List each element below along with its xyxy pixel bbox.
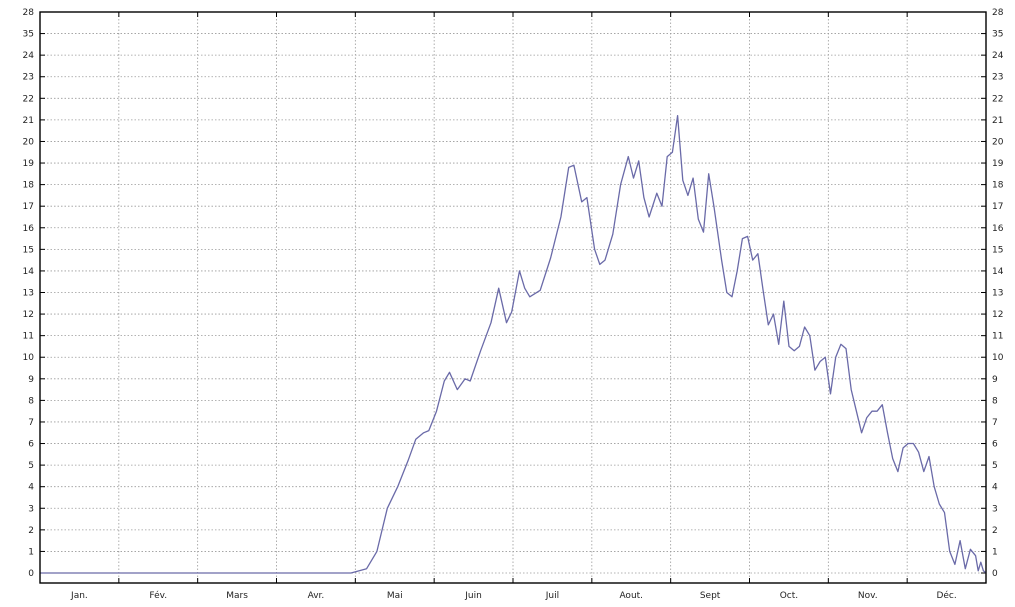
y-tick-label-left: 13	[23, 289, 34, 299]
y-tick-label-right: 11	[992, 332, 1003, 342]
y-tick-label-right: 4	[992, 483, 998, 493]
y-tick-label-right: 28	[992, 8, 1004, 18]
y-tick-label-right: 3	[992, 504, 998, 514]
y-tick-label-left: 6	[28, 440, 34, 450]
y-tick-label-right: 12	[992, 310, 1003, 320]
y-tick-label-left: 17	[23, 202, 34, 212]
y-tick-label-left: 12	[23, 310, 34, 320]
x-tick-label: Fév.	[149, 590, 167, 601]
y-tick-label-right: 14	[992, 267, 1004, 277]
y-tick-label-right: 5	[992, 461, 998, 471]
y-tick-label-right: 19	[992, 159, 1004, 169]
y-tick-label-left: 1	[28, 547, 34, 557]
x-tick-label: Déc.	[936, 590, 956, 601]
y-tick-label-left: 28	[23, 8, 35, 18]
x-axis-labels: Jan. Fév. Mars Avr. Mai Juin Juil Aout. Sept Oct.…	[70, 590, 957, 601]
y-tick-label-left: 2	[28, 526, 34, 536]
y-tick-label-right: 9	[992, 375, 998, 385]
y-axis-right-labels: 0123456789101112131415161718192021222324…	[992, 8, 1004, 579]
x-tick-label: Nov.	[858, 591, 878, 601]
y-tick-label-right: 10	[992, 353, 1004, 363]
x-tick-label: Jan.	[70, 591, 88, 601]
y-tick-label-left: 5	[28, 461, 34, 471]
y-tick-label-right: 23	[992, 73, 1003, 83]
y-tick-label-left: 9	[28, 375, 34, 385]
x-tick-label: Sept	[700, 591, 721, 601]
y-tick-label-right: 20	[992, 137, 1004, 147]
x-tick-label: Avr.	[308, 591, 325, 601]
plot-frame	[39, 11, 987, 584]
axis-ticks	[40, 11, 986, 583]
y-tick-label-left: 22	[23, 94, 34, 104]
grid	[40, 11, 986, 583]
y-tick-label-right: 35	[992, 30, 1003, 40]
x-tick-label: Mai	[387, 591, 403, 601]
y-tick-label-left: 3	[28, 504, 34, 514]
y-tick-label-right: 17	[992, 202, 1003, 212]
x-tick-label: Aout.	[619, 591, 643, 601]
x-tick-label: Juil	[545, 591, 559, 601]
y-tick-label-left: 18	[23, 181, 35, 191]
y-tick-label-left: 15	[23, 245, 34, 255]
y-tick-label-right: 24	[992, 51, 1004, 61]
x-tick-label: Juin	[464, 591, 482, 601]
y-tick-label-right: 2	[992, 526, 998, 536]
y-tick-label-right: 21	[992, 116, 1003, 126]
y-tick-label-right: 15	[992, 245, 1003, 255]
y-tick-label-left: 7	[28, 418, 34, 428]
y-tick-label-left: 23	[23, 73, 34, 83]
y-tick-label-left: 35	[23, 30, 34, 40]
y-tick-label-right: 16	[992, 224, 1004, 234]
y-tick-label-left: 0	[28, 569, 34, 579]
y-tick-label-left: 8	[28, 396, 34, 406]
y-tick-label-left: 10	[23, 353, 35, 363]
y-tick-label-right: 1	[992, 547, 998, 557]
y-tick-label-right: 6	[992, 440, 998, 450]
y-tick-label-left: 20	[23, 137, 35, 147]
y-tick-label-right: 18	[992, 181, 1004, 191]
series-layer	[40, 114, 987, 574]
y-tick-label-left: 19	[23, 159, 35, 169]
y-tick-label-left: 16	[23, 224, 35, 234]
series-line	[40, 114, 987, 574]
y-tick-label-right: 0	[992, 569, 998, 579]
y-tick-label-right: 22	[992, 94, 1003, 104]
y-tick-label-left: 21	[23, 116, 34, 126]
y-tick-label-right: 7	[992, 418, 998, 428]
y-tick-label-left: 4	[28, 483, 34, 493]
y-tick-label-left: 11	[23, 332, 34, 342]
y-tick-label-left: 24	[23, 51, 35, 61]
y-tick-label-right: 13	[992, 289, 1003, 299]
y-tick-label-right: 8	[992, 396, 998, 406]
x-tick-label: Mars	[226, 591, 248, 601]
y-axis-left-labels: 0123456789101112131415161718192021222324…	[23, 8, 35, 579]
x-tick-label: Oct.	[780, 591, 798, 601]
y-tick-label-left: 14	[23, 267, 35, 277]
